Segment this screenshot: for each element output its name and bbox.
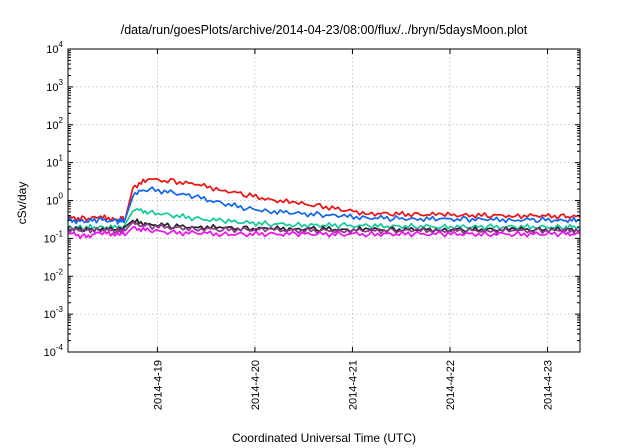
chart-grid	[68, 49, 580, 352]
chart-title: /data/run/goesPlots/archive/2014-04-23/0…	[121, 23, 528, 37]
y-tick-label: 103	[46, 78, 63, 94]
x-tick-labels: 2014-4-19 2014-4-20 2014-4-21 2014-4-22 2014…	[152, 360, 554, 410]
y-tick-label: 10-2	[44, 267, 64, 283]
x-tick-label: 2014-4-23	[542, 360, 554, 410]
y-tick-labels: 10-4 10-3 10-2 10-1 100 101 102 103 104	[44, 40, 64, 359]
axis-ticks	[68, 48, 580, 353]
x-tick-label: 2014-4-22	[445, 360, 457, 410]
y-tick-label: 104	[46, 40, 63, 56]
y-tick-label: 10-3	[44, 305, 64, 321]
y-tick-label: 10-1	[44, 229, 64, 245]
y-tick-label: 102	[46, 116, 63, 132]
x-tick-label: 2014-4-19	[152, 360, 164, 410]
y-tick-label: 10-4	[44, 343, 64, 359]
series-line-1	[67, 177, 581, 222]
y-axis-label: cSv/day	[15, 182, 29, 225]
series-line-2	[67, 186, 581, 225]
series-line-6	[67, 226, 581, 240]
x-axis-label: Coordinated Universal Time (UTC)	[232, 431, 416, 445]
x-tick-label: 2014-4-20	[250, 360, 262, 410]
series-line-5	[67, 221, 581, 235]
x-tick-label: 2014-4-21	[347, 360, 359, 410]
y-tick-label: 101	[46, 154, 63, 170]
y-tick-label: 100	[46, 192, 63, 208]
plot-area	[67, 177, 581, 240]
